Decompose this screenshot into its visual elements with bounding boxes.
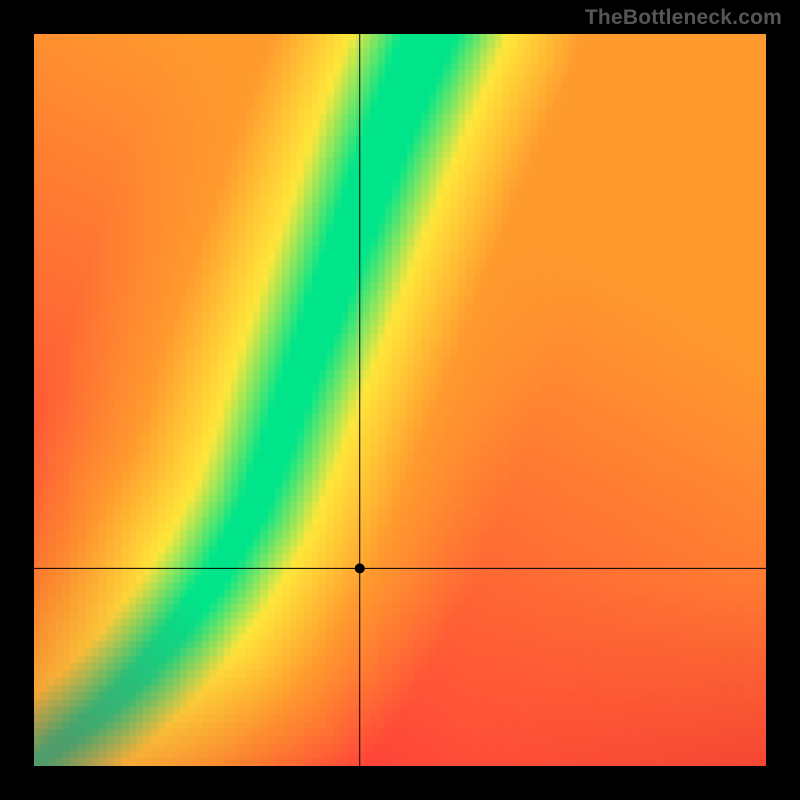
- heatmap-plot: [34, 34, 766, 766]
- heatmap-canvas: [34, 34, 766, 766]
- watermark-text: TheBottleneck.com: [585, 6, 782, 30]
